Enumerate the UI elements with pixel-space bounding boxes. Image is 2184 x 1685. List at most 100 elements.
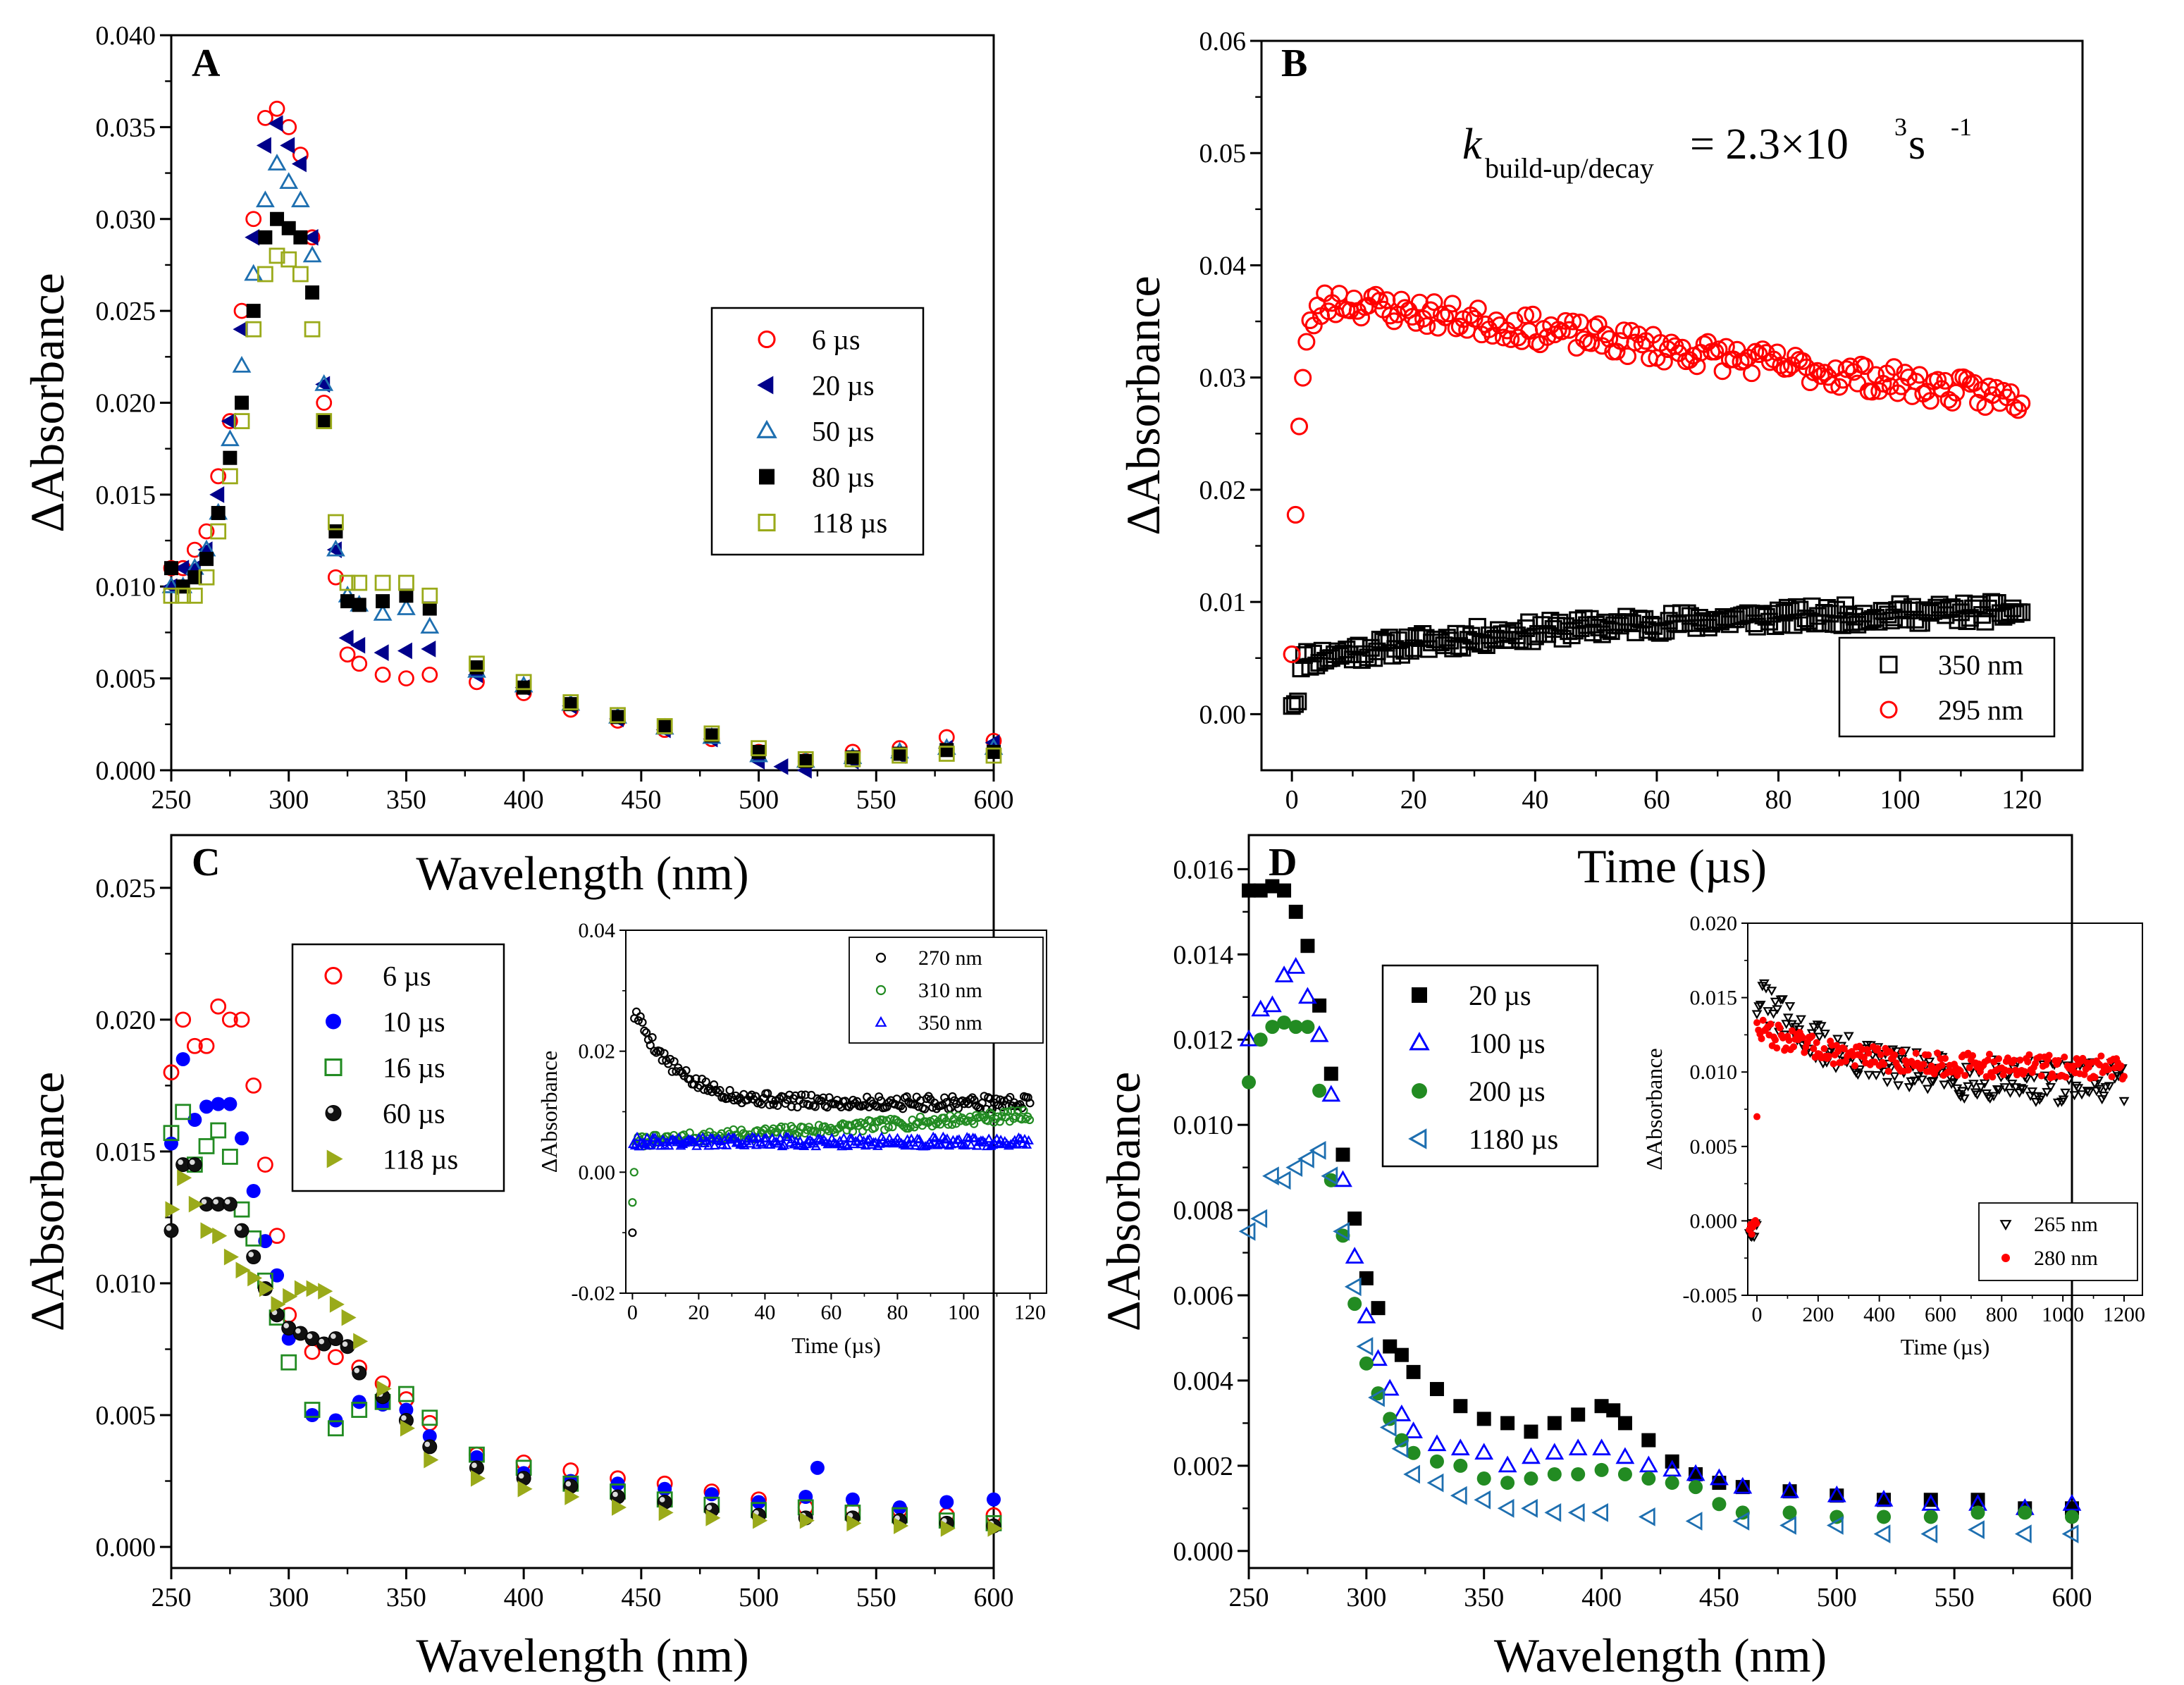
panel-c-inset-point [876,1096,886,1105]
panel-c-point [517,1480,533,1498]
panel-d-inset-point [1790,1023,1801,1032]
panel-a-point [397,598,416,615]
panel-d-legend-marker [1408,1128,1427,1149]
panel-b-frame [1260,39,2084,772]
panel-c-inset-point [725,1086,734,1095]
panel-d-inset-point [1808,1023,1820,1032]
panel-a-point [987,744,1001,759]
panel-d-inset-xtick-label: 1000 [2042,1303,2084,1326]
panel-d-series-3 [1238,1141,2079,1543]
panel-d-point [2062,1493,2082,1511]
panel-d-point [1779,1516,1796,1535]
panel-d-inset-series-1 [1746,1016,2128,1238]
panel-d-legend-label: 1180 µs [1469,1123,1558,1155]
panel-d-inset-xtick-label: 0 [1752,1303,1763,1326]
panel-c-point [798,1489,813,1504]
panel-d-inset-point [1759,979,1770,989]
panel-d-point [1274,965,1294,982]
panel-b-point [1524,305,1542,323]
panel-d-point [1288,904,1303,919]
panel-c-inset-point [1023,1093,1032,1102]
panel-c-inset-point [926,1139,937,1149]
panel-d-point [1685,1512,1703,1531]
panel-a-point [291,155,307,173]
panel-c-inset-point [729,1132,740,1142]
panel-d-inset-point [1782,1013,1794,1023]
panel-d-point [1873,1524,1891,1543]
panel-d-point [1450,1486,1467,1505]
panel-d-inset-point [1899,1048,1906,1056]
panel-d-point [1594,1462,1609,1477]
panel-a-point [161,576,181,593]
panel-b-point [1421,301,1440,319]
panel-b-point [1418,317,1436,335]
panel-a-point [340,594,355,609]
panel-c-inset-xtick-label: 0 [627,1301,638,1324]
panel-c-point [235,1131,249,1146]
panel-c-point-highlight [706,1505,712,1510]
panel-a-point [257,266,273,283]
panel-d-inset-point [2054,1057,2062,1065]
panel-c-point-highlight [565,1481,572,1487]
panel-d-point [1615,1447,1635,1464]
panel-c-point [327,1420,344,1437]
panel-d-inset-point [1860,1054,1868,1061]
panel-d-inset-point [1766,987,1777,996]
panel-a-point [175,587,192,604]
panel-b-point [1487,311,1505,330]
panel-c-point [940,1520,956,1537]
panel-c-point [341,1309,357,1326]
panel-b-xtick-label: 120 [2001,785,2042,815]
panel-c-point [198,1037,215,1054]
panel-c-inset-point [760,1132,772,1142]
panel-a-ytick-label: 0.035 [96,113,156,142]
panel-b-point [1748,617,1766,636]
panel-d-point [1923,1510,1938,1524]
panel-a-point [304,321,321,338]
panel-d-inset-point [1753,1220,1760,1228]
panel-c-xtick-label: 350 [386,1583,426,1612]
panel-a-legend: 6 µs 20 µs 50 µs 80 µs 118 µs [710,307,925,556]
panel-b-point [1356,645,1374,663]
panel-c-point [223,1097,237,1111]
panel-b-ylabel: ΔAbsorbance [1116,276,1170,536]
panel-d-point [1617,1416,1632,1431]
panel-b-point [1565,622,1584,640]
panel-a-point [339,646,356,663]
panel-b-point [1432,305,1450,323]
panel-d-point [1450,1438,1470,1456]
panel-c-inset-point [902,1092,911,1101]
panel-c-inset-point [1025,1099,1035,1108]
panel-c-legend-label: 60 µs [383,1098,445,1130]
panel-d-xtick-label: 600 [2052,1583,2092,1612]
panel-d-ytick-label: 0.006 [1173,1281,1234,1311]
panel-c-point-highlight [201,1199,207,1205]
panel-d-point [2065,1510,2079,1524]
panel-a-point [351,574,368,591]
panel-c-inset-point [797,1090,806,1099]
panel-c-inset-point [638,1137,648,1147]
panel-d-point [1265,1020,1280,1035]
panel-b-point [1911,366,1929,384]
panel-c-point [221,1011,238,1028]
panel-a-legend-label: 80 µs [812,462,875,493]
panel-d-inset-point [2021,1074,2032,1084]
panel-a-point [421,641,436,658]
panel-c-inset-legend-marker [875,1016,887,1027]
panel-a-point [376,594,390,609]
panel-a-point [199,552,214,567]
panel-b-point [2000,603,2018,621]
panel-c-legend-marker-highlight [327,1107,334,1113]
panel-a-point [293,230,308,245]
panel-c-inset-xtick-label: 120 [1014,1301,1046,1324]
panel-c-inset-point [999,1097,1008,1106]
panel-c-point [658,1504,674,1522]
panel-c-inset-point [860,1140,871,1150]
panel-d-inset-point [1751,1010,1763,1020]
panel-c-inset-xtick-label: 100 [948,1301,980,1324]
panel-a-axes: 250 300 350 400 450 500 550 600 0.000 0.005 0.010 0… [20,21,1014,900]
panel-d-inset-ytick-label: -0.005 [1683,1284,1738,1307]
panel-b-xtick-label: 0 [1285,785,1299,815]
panel-c-point-highlight [659,1497,665,1502]
panel-c-inset-point [1011,1139,1023,1149]
